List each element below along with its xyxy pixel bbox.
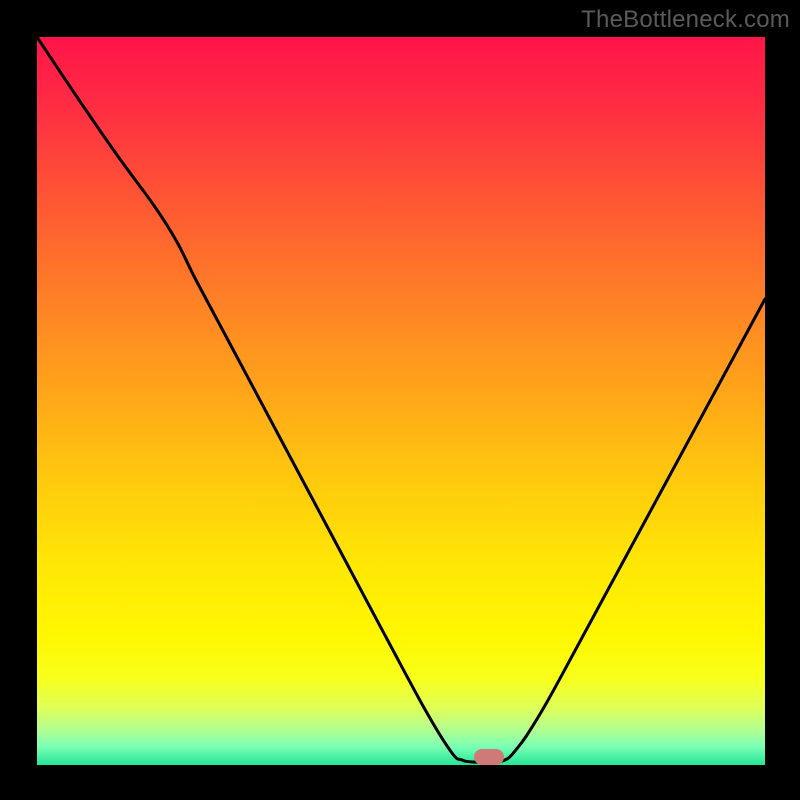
plot-area bbox=[37, 37, 765, 765]
watermark-text: TheBottleneck.com bbox=[581, 6, 790, 34]
optimum-marker bbox=[474, 749, 504, 765]
bottleneck-curve bbox=[37, 37, 765, 765]
